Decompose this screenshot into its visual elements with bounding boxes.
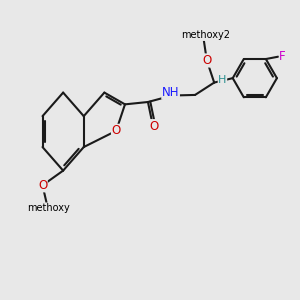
- Text: methoxy2: methoxy2: [181, 31, 230, 40]
- Text: F: F: [279, 50, 286, 63]
- Text: O: O: [112, 124, 121, 137]
- Text: O: O: [38, 179, 47, 192]
- Text: H: H: [218, 75, 226, 85]
- Text: O: O: [202, 54, 212, 67]
- Text: NH: NH: [162, 86, 179, 99]
- Text: methoxy: methoxy: [27, 203, 70, 213]
- Text: O: O: [149, 120, 158, 133]
